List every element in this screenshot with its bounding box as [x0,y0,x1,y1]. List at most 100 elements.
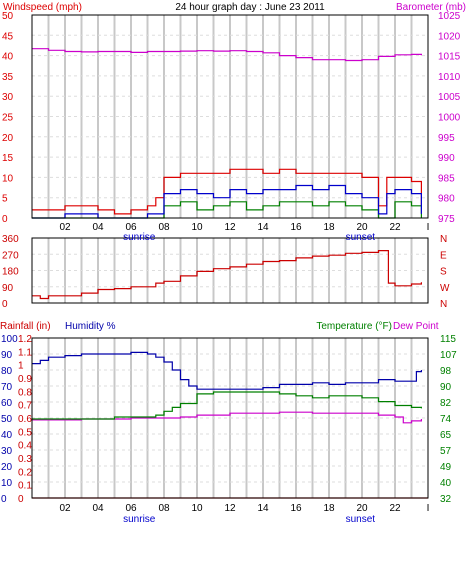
x-tick-label: 10 [191,503,203,514]
rain-y-tick-label: 0.5 [18,427,32,438]
plot-frames [31,14,429,499]
direction-y-tick-label: 270 [2,250,19,261]
direction-y-tick-label: 0 [2,299,8,310]
rain-y-tick-label: 0.9 [18,374,32,385]
humidity-y-tick-label: 20 [1,462,13,473]
temperature-line [32,391,422,420]
plot-area [31,14,429,219]
gridlines [32,15,428,498]
plot-area [31,237,429,304]
wind-y-tick-label: 10 [2,173,14,184]
x-tick-label: 02 [59,222,71,233]
x-tick-label: 12 [224,222,236,233]
temp-y-tick-label: 65 [440,430,452,441]
wind-y-tick-label: 15 [2,153,14,164]
baro-y-tick-label: 1025 [438,11,461,22]
rain-y-tick-label: 0.7 [18,401,32,412]
wind-y-tick-label: 30 [2,92,14,103]
temp-y-tick-label: 40 [440,478,452,489]
baro-y-tick-label: 995 [438,133,455,144]
x-tick-label: 20 [356,503,368,514]
temp-y-tick-label: 115 [440,334,456,345]
x-tick-label: 12 [224,503,236,514]
sun-marker-label: sunset [346,514,376,525]
rain-y-tick-label: 0.1 [18,481,32,492]
wind-y-tick-label: 50 [2,11,14,22]
temperature-axis-label: Temperature (°F) [316,321,392,332]
compass-label: S [440,267,447,278]
x-tick-label: 14 [257,222,269,233]
temp-y-tick-label: 57 [440,446,452,457]
direction-y-tick-label: 180 [2,267,19,278]
temp-y-tick-label: 49 [440,462,452,473]
barometer-axis-label: Barometer (mb) [396,2,466,13]
x-tick-label: 14 [257,503,269,514]
x-tick-label: 02 [59,503,71,514]
rain-y-tick-label: 0.2 [18,467,32,478]
baro-y-tick-label: 980 [438,194,455,205]
baro-y-tick-label: 1020 [438,31,461,42]
x-tick-label: 04 [92,222,104,233]
dewpoint-line [32,411,422,424]
x-tick-label: 10 [191,222,203,233]
temp-y-tick-label: 82 [440,398,452,409]
x-tick-label: I [427,222,430,233]
x-tick-label: 22 [389,222,401,233]
sun-marker-label: sunrise [123,514,156,525]
wind-y-tick-label: 20 [2,133,14,144]
rain-y-tick-label: 1.2 [18,334,32,345]
humidity-y-tick-label: 0 [1,494,7,505]
x-tick-label: 08 [158,503,170,514]
temp-y-tick-label: 32 [440,494,452,505]
x-tick-label: 16 [290,503,302,514]
direction-y-tick-label: 90 [2,283,14,294]
baro-y-tick-label: 975 [438,214,455,225]
humidity-axis-label: Humidity % [65,321,116,332]
sun-marker-label: sunrise [123,232,156,243]
humidity-y-tick-label: 100 [1,334,18,345]
x-tick-label: 08 [158,222,170,233]
baro-y-tick-label: 1000 [438,113,461,124]
direction-y-tick-label: 360 [2,234,19,245]
rainfall-axis-label: Rainfall (in) [0,321,51,332]
baro-y-tick-label: 1010 [438,72,461,83]
tick-labels: 0510152025303540455097598098599099510001… [1,11,461,525]
x-tick-label: 06 [125,503,137,514]
rain-y-tick-label: 0.4 [18,441,32,452]
x-tick-label: 20 [356,222,368,233]
windspeed-axis-label: Windspeed (mph) [3,2,82,13]
baro-y-tick-label: 1015 [438,52,461,63]
chart-title: 24 hour graph day : June 23 2011 [175,2,325,13]
humidity-y-tick-label: 10 [1,478,13,489]
x-tick-label: 04 [92,503,104,514]
wind-gust-line [32,168,422,215]
wind-y-tick-label: 40 [2,52,14,63]
wind-direction-line [32,250,422,300]
humidity-y-tick-label: 80 [1,366,13,377]
temp-y-tick-label: 107 [440,350,457,361]
humidity-y-tick-label: 40 [1,430,13,441]
wind-lull-line [32,201,422,219]
rain-y-tick-label: 1 [18,361,24,372]
compass-label: N [440,299,447,310]
x-tick-label: 22 [389,503,401,514]
x-tick-label: 18 [323,222,335,233]
humidity-y-tick-label: 50 [1,414,13,425]
wind-y-tick-label: 5 [2,194,8,205]
wind-y-tick-label: 35 [2,72,14,83]
x-tick-label: 06 [125,222,137,233]
sun-marker-label: sunset [346,232,376,243]
rain-y-tick-label: 0.8 [18,387,32,398]
humidity-y-tick-label: 30 [1,446,13,457]
compass-label: N [440,234,447,245]
baro-y-tick-label: 990 [438,153,455,164]
dewpoint-axis-label: Dew Point [393,321,439,332]
baro-y-tick-label: 1005 [438,92,461,103]
wind-y-tick-label: 45 [2,31,14,42]
barometer-line [32,48,422,62]
wind-y-tick-label: 0 [2,214,8,225]
temp-y-tick-label: 74 [440,414,452,425]
wind-average-line [32,184,422,219]
